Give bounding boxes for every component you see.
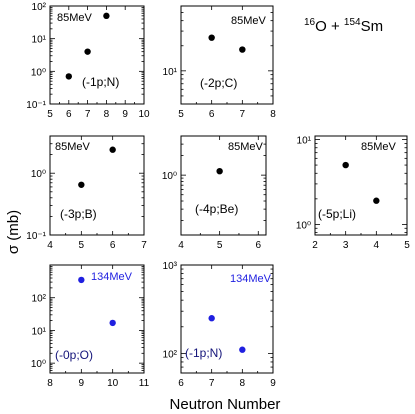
channel-label: (-0p;O) [55,348,93,362]
panel-7: 6 7 8 9 10² 10³ 134MeV (-1p;N) [163,261,277,389]
y-tick-label: 10⁻¹ [26,231,46,242]
x-tick-label: 10 [138,109,150,120]
y-tick-label: 10⁻¹ [26,100,46,111]
data-point [208,315,215,322]
x-tick-label: 7 [240,109,246,120]
x-tick-label: 10 [107,378,119,389]
energy-label: 85MeV [57,12,93,24]
x-tick-label: 8 [104,109,110,120]
x-tick-label: 9 [79,378,85,389]
data-point [109,146,116,153]
y-tick-label: 10² [163,349,178,360]
x-tick-label: 9 [122,109,128,120]
y-tick-label: 10¹ [163,67,178,78]
channel-label: (-1p;N) [82,75,119,89]
energy-label: 85MeV [228,141,264,153]
x-tick-label: 6 [178,378,184,389]
x-tick-label: 6 [110,240,116,251]
x-tick-label: 8 [270,109,276,120]
channel-label: (-1p;N) [185,346,222,360]
data-point [208,34,215,41]
energy-label: 85MeV [361,141,397,153]
x-tick-label: 7 [141,240,147,251]
reaction-title: 16O + 154Sm [304,17,383,35]
y-tick-label: 10⁰ [162,171,177,182]
y-tick-label: 10³ [163,261,178,272]
channel-label: (-3p;B) [60,207,97,221]
x-tick-label: 9 [270,378,276,389]
x-tick-label: 6 [255,240,261,251]
panel-1: 5 6 7 8 9 10 10⁻¹ 10⁰ 10¹ 10² 85MeV (-1p;N) [26,2,150,120]
panel-6: 8 9 10 11 10⁰ 10¹ 10² 134MeV (-0p;O) [31,264,150,389]
panel-4: 4 5 6 10⁰ 85MeV (-4p;Be) [162,135,267,251]
x-tick-label: 5 [47,109,53,120]
y-tick-label: 10⁰ [31,67,46,78]
reaction-mass-sm: 154 [344,17,361,28]
reaction-mass-o: 16 [304,17,316,28]
x-tick-label: 5 [79,240,85,251]
channel-label: (-5p;Li) [318,207,356,221]
data-point [342,161,349,169]
x-tick-label: 6 [209,109,215,120]
x-axis-label: Neutron Number [170,396,281,413]
data-point [239,46,246,53]
x-tick-label: 7 [209,378,215,389]
y-tick-label: 10² [32,2,47,13]
x-tick-label: 7 [85,109,91,120]
x-tick-label: 5 [178,109,184,120]
data-point [78,181,85,188]
x-tick-label: 3 [343,240,349,251]
panel-5: 2 3 4 5 10⁰ 10¹ 85MeV (-5p;Li) [296,135,410,251]
panel-3: 4 5 6 7 10⁻¹ 10⁰ 85MeV (-3p;B) [26,135,147,251]
y-tick-label: 10¹ [297,136,312,147]
x-tick-label: 4 [374,240,380,251]
x-tick-label: 2 [312,240,318,251]
x-tick-label: 5 [404,240,410,251]
data-point [84,48,91,55]
reaction-element-sm: Sm [361,18,384,35]
y-tick-label: 10² [32,294,47,305]
data-point [78,276,85,284]
channel-label: (-2p;C) [200,76,237,90]
y-tick-label: 10⁰ [296,220,311,231]
data-point [239,346,246,353]
energy-label: 85MeV [231,15,267,27]
x-tick-label: 11 [139,378,150,389]
y-tick-label: 10⁰ [31,169,46,180]
data-point [65,73,73,80]
data-point [216,167,223,175]
y-axis-label: σ (mb) [5,210,22,254]
channel-label: (-4p;Be) [195,202,238,216]
x-tick-label: 4 [178,240,184,251]
x-tick-label: 8 [47,378,53,389]
energy-label: 85MeV [55,141,91,153]
x-tick-label: 8 [240,378,246,389]
y-tick-label: 10¹ [32,35,47,46]
x-tick-label: 6 [66,109,72,120]
panel-2: 5 6 7 8 10¹ 85MeV (-2p;C) [163,5,276,120]
x-tick-label: 4 [47,240,53,251]
data-point [373,197,380,204]
energy-label: 134MeV [230,273,272,285]
energy-label: 134MeV [91,271,133,283]
y-tick-label: 10⁰ [31,359,46,370]
data-point [103,12,110,20]
data-point [109,319,116,327]
reaction-element-o: O + [315,18,344,35]
x-tick-label: 5 [217,240,223,251]
y-tick-label: 10¹ [32,326,47,337]
